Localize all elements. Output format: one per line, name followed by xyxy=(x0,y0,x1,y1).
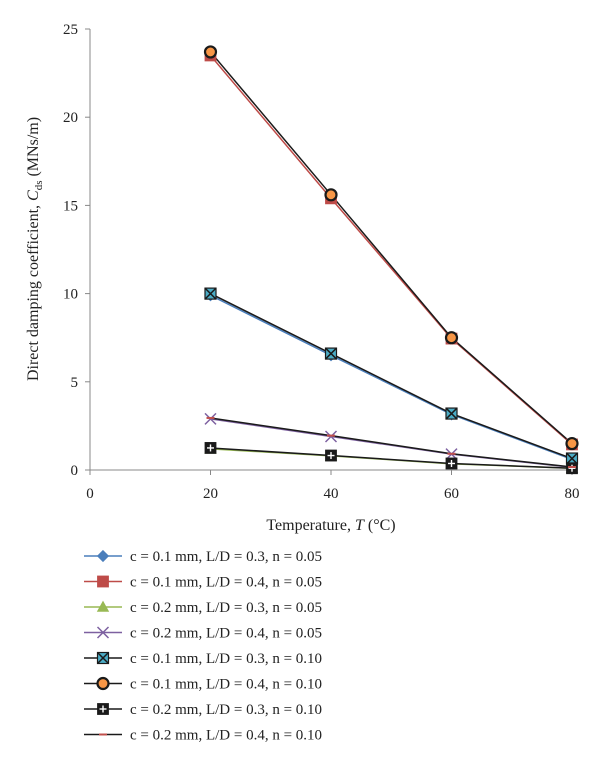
legend-entry: c = 0.2 mm, L/D = 0.4, n = 0.10 xyxy=(84,728,322,744)
legend-marker xyxy=(96,676,110,691)
legend: c = 0.1 mm, L/D = 0.3, n = 0.05 c = 0.1 m… xyxy=(84,549,322,744)
legend-label: c = 0.2 mm, L/D = 0.3, n = 0.10 xyxy=(130,702,322,718)
legend-marker xyxy=(97,575,109,588)
series-5-point xyxy=(445,407,458,420)
legend-label: c = 0.1 mm, L/D = 0.3, n = 0.05 xyxy=(130,549,322,565)
legend-label: c = 0.1 mm, L/D = 0.4, n = 0.05 xyxy=(130,575,322,591)
legend-entry: c = 0.2 mm, L/D = 0.3, n = 0.10 xyxy=(84,702,322,718)
legend-entry: c = 0.1 mm, L/D = 0.3, n = 0.10 xyxy=(84,651,322,667)
legend-label: c = 0.1 mm, L/D = 0.4, n = 0.10 xyxy=(130,677,322,693)
series-7-point xyxy=(325,449,337,462)
y-tick-label: 10 xyxy=(63,287,78,303)
legend-entry: c = 0.2 mm, L/D = 0.4, n = 0.05 xyxy=(84,626,322,642)
legend-label: c = 0.1 mm, L/D = 0.3, n = 0.10 xyxy=(130,651,322,667)
legend-marker xyxy=(96,651,110,665)
x-axis-title: Temperature, T (°C) xyxy=(266,517,395,534)
x-tick-label: 80 xyxy=(565,486,580,502)
series-6-point xyxy=(203,45,218,59)
series-6-point xyxy=(444,331,459,345)
series-line-6 xyxy=(209,51,573,445)
series-6-point xyxy=(565,436,579,451)
legend-label: c = 0.2 mm, L/D = 0.3, n = 0.05 xyxy=(130,600,322,616)
x-tick-label: 40 xyxy=(324,486,339,502)
x-ticks: 0 20 40 60 80 xyxy=(86,470,580,502)
series-markers xyxy=(203,45,579,475)
series-line-8 xyxy=(210,417,573,468)
legend-marker xyxy=(96,549,110,563)
legend-marker xyxy=(96,600,110,612)
legend-entry: c = 0.2 mm, L/D = 0.3, n = 0.05 xyxy=(84,600,322,616)
series-7-point xyxy=(566,462,578,475)
y-tick-label: 5 xyxy=(71,375,79,391)
series-5-point xyxy=(324,347,338,360)
x-tick-label: 60 xyxy=(444,486,459,502)
y-tick-label: 20 xyxy=(63,110,78,126)
series-line-5 xyxy=(210,292,573,460)
series-line-2 xyxy=(209,54,573,445)
legend-label: c = 0.2 mm, L/D = 0.4, n = 0.05 xyxy=(130,626,322,642)
series-lines xyxy=(209,51,573,469)
series-7-point xyxy=(445,457,458,470)
x-tick-label: 0 xyxy=(86,486,94,502)
axes xyxy=(89,29,572,471)
series-5-point xyxy=(204,287,217,300)
y-tick-label: 25 xyxy=(63,22,78,38)
x-tick-label: 20 xyxy=(203,486,218,502)
y-tick-label: 15 xyxy=(63,198,78,214)
series-7-point xyxy=(204,442,217,454)
legend-label: c = 0.2 mm, L/D = 0.4, n = 0.10 xyxy=(130,728,322,744)
legend-entry: c = 0.1 mm, L/D = 0.4, n = 0.10 xyxy=(84,677,322,693)
legend-marker xyxy=(96,626,110,639)
series-line-7 xyxy=(210,447,573,469)
legend-entry: c = 0.1 mm, L/D = 0.3, n = 0.05 xyxy=(84,549,322,565)
y-axis-title: Direct damping coefficient, Cds (MNs/m) xyxy=(25,117,45,381)
y-tick-label: 0 xyxy=(71,463,79,479)
series-line-1 xyxy=(210,294,573,461)
legend-marker xyxy=(97,703,109,715)
series-6-point xyxy=(324,188,338,202)
y-ticks: 0 5 10 15 20 25 xyxy=(63,22,90,479)
legend-entry: c = 0.1 mm, L/D = 0.4, n = 0.05 xyxy=(84,575,322,591)
